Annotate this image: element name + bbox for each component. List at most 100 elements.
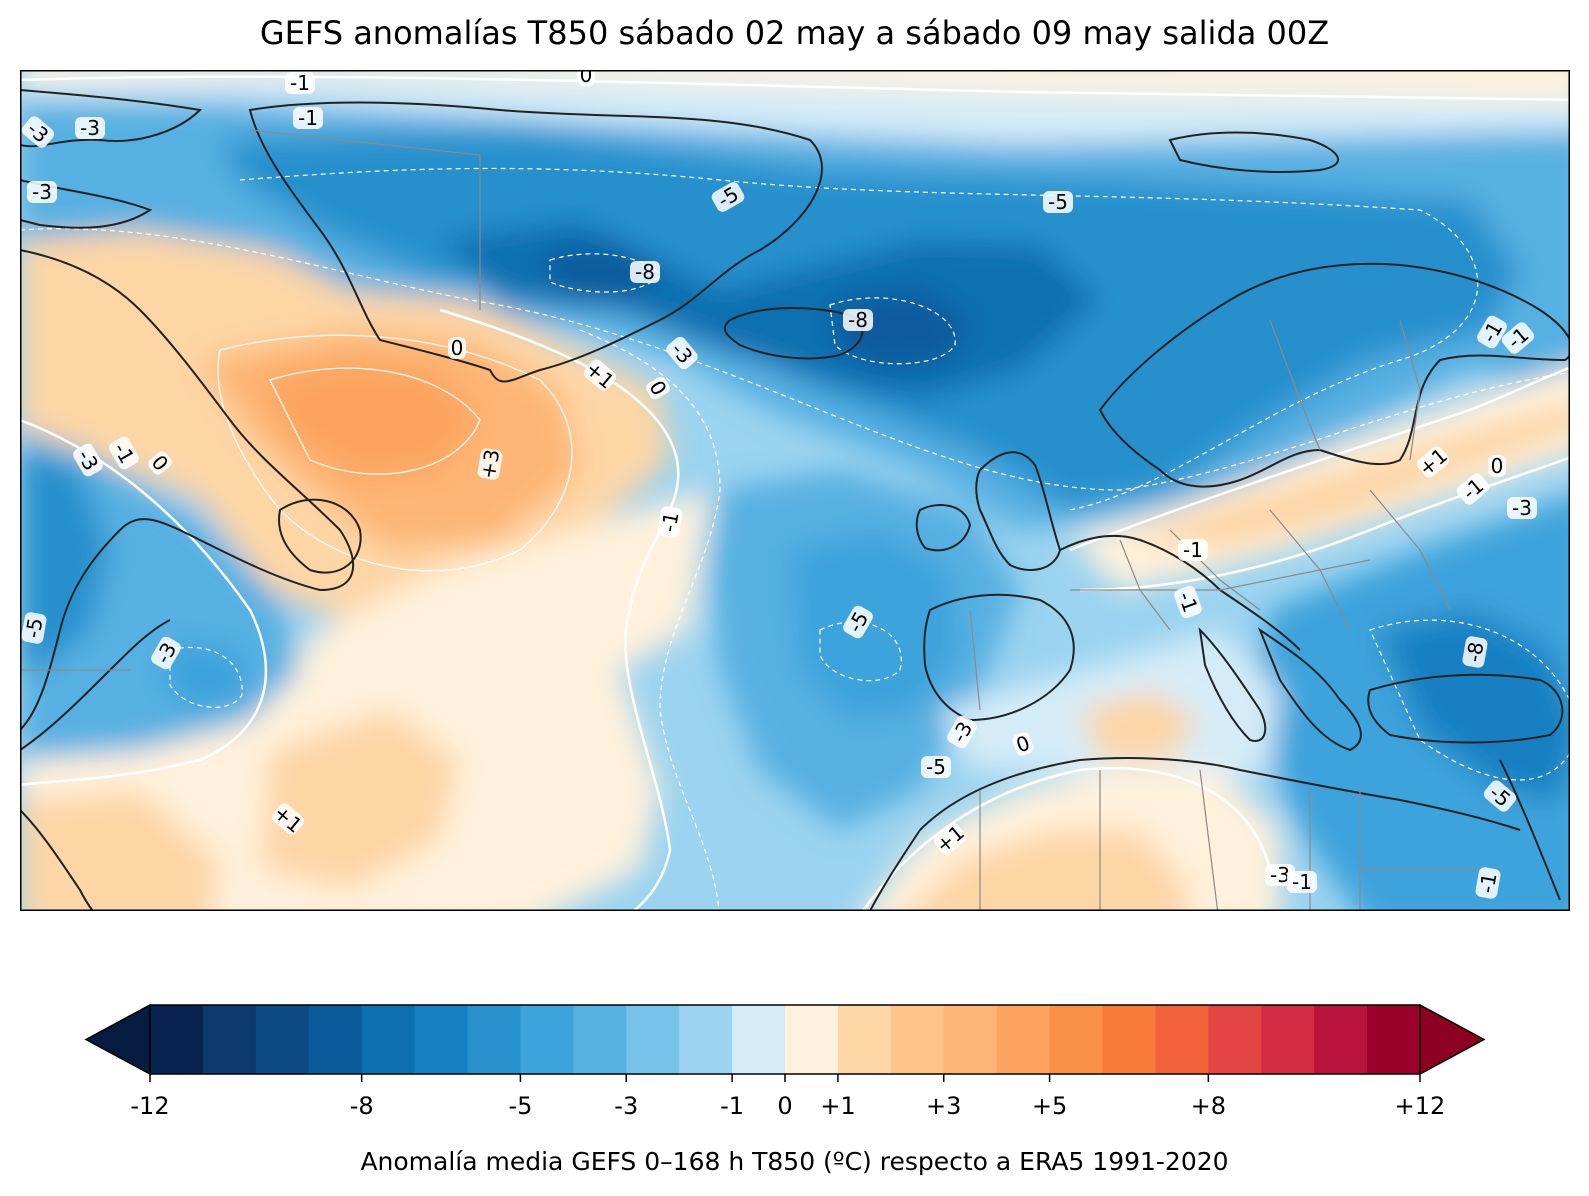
colorbar-swatch [1367,1005,1421,1074]
contour-label: -5 [921,755,951,779]
contour-label: -8 [843,308,873,332]
colorbar-tick-label: +5 [1032,1092,1067,1120]
contour-label-bg [666,336,698,370]
colorbar-tick-label: +12 [1395,1092,1446,1120]
contour-label-bg [1174,585,1202,619]
contour-label-bg [583,359,617,391]
contour-label-bg [843,309,873,331]
contour-minus3-west [169,646,243,708]
colorbar-swatch [1261,1005,1315,1074]
contour-label-text: -1 [1292,870,1312,894]
contour-label-text: 0 [1491,454,1504,478]
field-east-cold2 [1380,610,1570,800]
contour-label-text: -5 [926,755,946,779]
contour-label: -5 [711,182,745,212]
contour-label-bg [1488,455,1506,477]
contour-label-text: -5 [1048,190,1068,214]
contour-label-bg [75,117,105,139]
colorbar-swatch [1314,1005,1368,1074]
contour-plus1-labrador [217,334,573,572]
contour-label-bg [933,823,967,855]
colorbar-swatch [202,1005,257,1074]
contour-label-bg [1507,497,1537,519]
contour-label: -3 [75,116,105,140]
coast-ireland [915,504,972,552]
contour-label: -5 [20,612,48,644]
contour-minus5-turkey [1369,619,1570,781]
border-scand-1 [1269,319,1321,451]
contour-label-bg [448,337,466,359]
contour-label-bg [27,181,57,203]
contour-label-bg [843,605,873,639]
field-europe-warm2 [1120,402,1570,550]
contour-label: -1 [1173,585,1203,619]
contour-label: -1 [656,506,684,538]
coast-florida [20,809,95,911]
contour-label-bg [293,107,323,129]
field-warm-plus1c [20,790,220,911]
coast-west-africa [868,829,921,911]
contour-label: -5 [1043,190,1073,214]
contour-label-bg [1501,322,1535,354]
contour-minus8-greenland [549,253,661,293]
coast-turkey [1367,673,1564,744]
contour-label-bg [271,803,305,835]
contour-label: -1 [285,71,315,95]
contour-label-text: -1 [1474,871,1501,895]
contour-label-bg [1178,539,1208,561]
contour-label-bg [285,72,315,94]
anomaly-map: -1 0 -1 -3 -3 -3 -5 -5 -8 -8 0 +1 0 -3 +3 -3 -1 0 -1 -5 -3 -5… [20,70,1570,911]
contour-label-bg [947,715,977,749]
colorbar-swatch [626,1005,680,1074]
colorbar-swatch [890,1005,945,1074]
contour-label-text: -1 [298,106,318,130]
field-cold-minus9b [540,245,660,300]
contour-label-bg [1287,871,1317,893]
contour-label-text: -3 [1512,496,1532,520]
contour-label-bg [1416,446,1450,478]
contour-label-bg [1456,473,1490,505]
contour-label-bg [1043,191,1073,213]
field-warm-0 [20,490,710,911]
coast-greenland [248,101,823,383]
field-arctic-0 [20,70,1570,100]
contour-zero-europe [1069,366,1570,552]
contour-label-text: -1 [290,71,310,95]
border-africa-3 [1199,769,1219,911]
coast-svalbard [1168,131,1340,173]
coast-balkans [1257,627,1362,752]
colorbar-swatch [996,1005,1051,1074]
contour-label-bg [1477,315,1507,349]
contour-label-bg [148,451,172,475]
contour-label-bg [1475,867,1501,899]
border-scand-2 [1399,319,1421,461]
map-title: GEFS anomalías T850 sábado 02 may a sába… [259,14,1330,52]
colorbar-tick-label: +3 [926,1092,961,1120]
contour-label-bg [73,443,103,477]
contour-label-text: -8 [848,308,868,332]
contour-label: 0 [1488,454,1506,478]
contour-label-bg [21,612,47,644]
contour-lines [20,75,1570,911]
contour-zero-europe-south [1079,456,1570,592]
contour-label-bg [921,756,951,778]
contour-label-text: 0 [451,336,464,360]
colorbar-swatch [520,1005,574,1074]
contour-label: -3 [27,180,57,204]
colorbar-tick-label: -3 [614,1092,638,1120]
colorbar-tick-label: +8 [1191,1092,1226,1120]
colorbar-swatch [1049,1005,1104,1074]
contour-label: -1 [293,106,323,130]
colorbar-swatch [255,1005,310,1074]
contour-label-bg [151,636,181,670]
contour-plus3-labrador [269,367,481,475]
colorbar-swatch [732,1005,786,1074]
contour-label-bg [630,261,660,283]
contour-label: 0 [644,376,671,399]
contour-label: -1 [1178,538,1208,562]
contour-label-text: -3 [1270,863,1290,887]
colorbar-swatch [361,1005,416,1074]
anomaly-field [20,70,1570,911]
contour-label-bg [477,448,503,480]
border-europe-5 [1070,559,1371,591]
